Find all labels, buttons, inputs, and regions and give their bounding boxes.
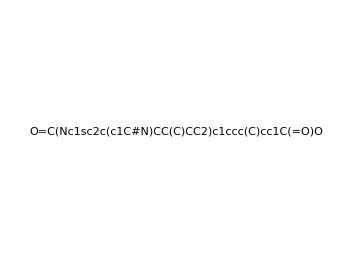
Text: O=C(Nc1sc2c(c1C#N)CC(C)CC2)c1ccc(C)cc1C(=O)O: O=C(Nc1sc2c(c1C#N)CC(C)CC2)c1ccc(C)cc1C(… <box>29 127 323 136</box>
